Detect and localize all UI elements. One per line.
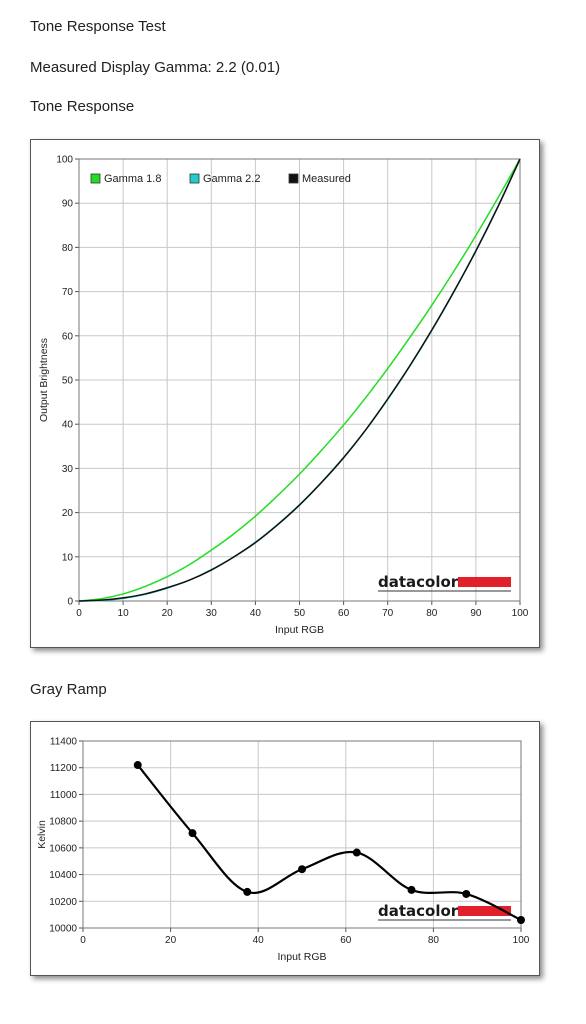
legend-label: Gamma 2.2 <box>203 173 260 185</box>
x-tick-label: 50 <box>294 608 306 619</box>
data-point <box>517 915 525 924</box>
y-tick-label: 100 <box>56 155 73 166</box>
x-tick-label: 60 <box>340 935 352 946</box>
data-point <box>407 885 416 894</box>
y-tick-label: 10600 <box>49 843 77 854</box>
y-tick-label: 70 <box>62 287 74 298</box>
plot-area <box>83 741 521 928</box>
y-tick-label: 20 <box>62 508 74 519</box>
x-tick-label: 100 <box>513 935 530 946</box>
x-axis-label: Input RGB <box>277 951 326 963</box>
x-tick-label: 0 <box>80 935 86 946</box>
y-tick-label: 90 <box>62 199 74 210</box>
gray-ramp-heading: Gray Ramp <box>30 681 107 698</box>
data-point <box>133 761 142 770</box>
x-tick-label: 20 <box>162 608 174 619</box>
y-tick-label: 10000 <box>49 924 77 935</box>
x-tick-label: 100 <box>512 608 529 619</box>
y-tick-label: 60 <box>62 331 74 342</box>
page-title: Tone Response Test <box>30 18 166 35</box>
tone-response-chart-panel: 0 10 20 30 40 50 60 70 80 90 100 0 10 20 30 40 50 60 70 80 9… <box>30 139 540 648</box>
data-point <box>298 865 306 874</box>
y-axis-label: Kelvin <box>36 820 48 849</box>
plot-border <box>78 158 521 602</box>
y-tick-label: 10400 <box>49 870 77 881</box>
series-line-gamma-1-8 <box>78 158 521 602</box>
data-point <box>352 848 361 857</box>
datacolor-logo-text: datacolor <box>378 573 459 591</box>
datacolor-logo-text: datacolor <box>378 902 459 920</box>
tone-response-heading: Tone Response <box>30 98 135 115</box>
y-tick-label: 80 <box>62 243 74 254</box>
data-point <box>462 889 471 898</box>
y-axis-label: Output Brightness <box>38 338 50 422</box>
legend-label: Measured <box>302 173 351 185</box>
legend-swatch <box>288 173 299 184</box>
y-tick-label: 40 <box>62 420 74 431</box>
gray-ramp-chart-panel: 0 20 40 60 80 100 10000 10200 10400 10600 10800 110… <box>30 721 540 976</box>
datacolor-logo-bar <box>458 577 511 587</box>
y-tick-label: 10 <box>62 552 74 563</box>
data-point <box>188 829 197 838</box>
x-tick-label: 90 <box>470 608 482 619</box>
y-tick-label: 11400 <box>50 737 78 748</box>
gray-ramp-chart: 0 20 40 60 80 100 10000 10200 10400 10600 10800 110… <box>36 737 530 964</box>
y-tick-label: 11000 <box>50 790 78 801</box>
x-tick-label: 70 <box>382 608 394 619</box>
y-tick-label: 10200 <box>49 897 77 908</box>
data-point <box>243 887 252 896</box>
x-tick-label: 80 <box>428 935 440 946</box>
x-tick-label: 30 <box>206 608 218 619</box>
x-tick-label: 80 <box>426 608 438 619</box>
y-tick-label: 0 <box>67 597 73 608</box>
y-tick-label: 10800 <box>49 817 77 828</box>
plot-border <box>82 740 522 929</box>
y-tick-label: 50 <box>62 376 74 387</box>
x-tick-label: 40 <box>253 935 265 946</box>
datacolor-logo-bar <box>458 906 511 916</box>
tone-response-chart: 0 10 20 30 40 50 60 70 80 90 100 0 10 20 30 40 50 60 70 80 9… <box>38 155 529 637</box>
legend-swatch <box>90 173 101 184</box>
measured-gamma-text: Measured Display Gamma: 2.2 (0.01) <box>30 59 281 76</box>
x-tick-label: 60 <box>338 608 350 619</box>
y-tick-label: 11200 <box>50 763 78 774</box>
legend-swatch <box>189 173 200 184</box>
y-tick-label: 30 <box>62 464 74 475</box>
legend-label: Gamma 1.8 <box>104 173 161 185</box>
x-axis-label: Input RGB <box>275 624 324 636</box>
x-tick-label: 40 <box>250 608 262 619</box>
x-tick-label: 10 <box>118 608 130 619</box>
x-tick-label: 0 <box>76 608 82 619</box>
series-line-measured <box>78 158 521 602</box>
x-tick-label: 20 <box>165 935 177 946</box>
